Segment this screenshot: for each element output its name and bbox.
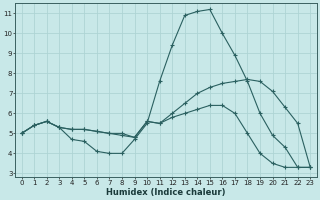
X-axis label: Humidex (Indice chaleur): Humidex (Indice chaleur) (106, 188, 226, 197)
